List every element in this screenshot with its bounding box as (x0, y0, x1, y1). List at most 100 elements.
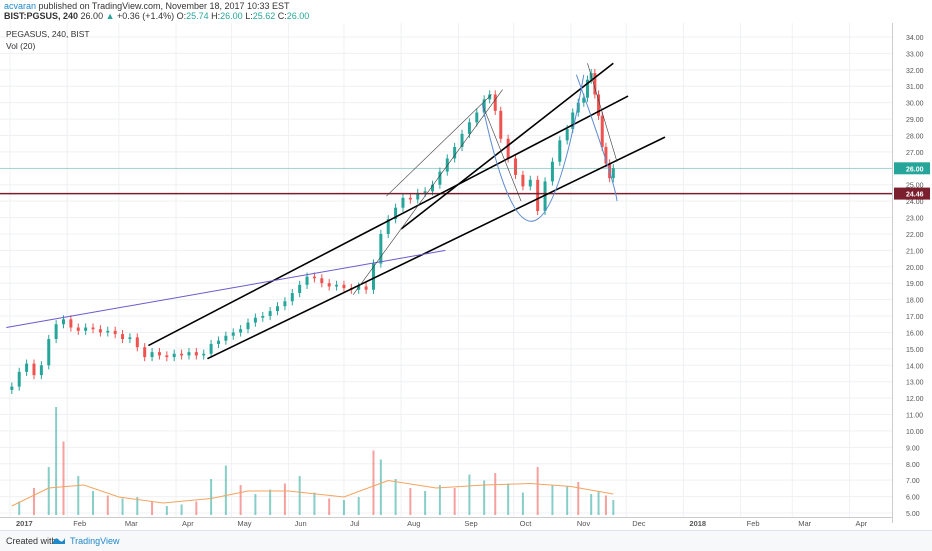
volume-bar (468, 474, 471, 515)
volume-bar (92, 491, 95, 515)
candle-body (194, 352, 198, 356)
candle-body (320, 278, 324, 284)
time-tick-label: Oct (520, 519, 533, 528)
price-tick-label: 30.00 (906, 101, 924, 108)
volume-bar (394, 479, 397, 515)
candle-body (283, 301, 287, 307)
candle-body (25, 363, 29, 372)
volume-bar (453, 488, 456, 515)
price-chart[interactable]: 5.00 6.00 7.00 8.00 9.00 10.00 11.00 12.00 13.00… (0, 23, 932, 530)
candle-body (528, 179, 532, 187)
chart-area[interactable]: 5.00 6.00 7.00 8.00 9.00 10.00 11.00 12.00 13.00… (0, 23, 932, 530)
price-tick-label: 23.00 (906, 216, 924, 223)
volume-bar (612, 500, 615, 515)
candle-body (571, 112, 575, 129)
volume-bar (77, 476, 80, 515)
price-tick-label: 12.00 (906, 396, 924, 403)
symbol-label: BIST:PGSUS, 240 (4, 11, 79, 21)
candle-body (32, 363, 36, 376)
price-tick-label: 32.00 (906, 68, 924, 75)
volume-bar (536, 467, 539, 515)
candle-body (467, 122, 471, 134)
candle-body (135, 337, 139, 348)
candle-body (76, 327, 80, 331)
candle-body (585, 79, 589, 98)
trend-line (207, 136, 666, 360)
price-axis[interactable]: 5.00 6.00 7.00 8.00 9.00 10.00 11.00 12.00 13.00… (892, 23, 931, 523)
candle-body (312, 276, 316, 279)
price-tick-label: 28.00 (906, 133, 924, 140)
candle-body (180, 353, 184, 356)
candle-body (565, 128, 569, 141)
price-tick-label: 34.00 (906, 35, 924, 42)
time-tick-label: 2017 (16, 519, 33, 528)
candle-body (335, 284, 339, 287)
volume-bar (313, 492, 316, 515)
volume-bar (424, 491, 427, 515)
candle-body (172, 353, 176, 358)
candle-body (550, 161, 554, 182)
volume-bar (298, 476, 301, 515)
candle-body (261, 316, 265, 318)
candle-body (558, 140, 562, 162)
price-tick-label: 14.00 (906, 363, 924, 370)
volume-bar (254, 494, 257, 515)
volume-bar (136, 497, 139, 515)
volume-bar (357, 497, 360, 515)
time-tick-label: Mar (798, 519, 811, 528)
price-tick-label: 29.00 (906, 117, 924, 124)
candle-body (576, 102, 580, 113)
high-label: H: (211, 11, 221, 21)
time-tick-label: Dec (632, 519, 646, 528)
volume-bar (210, 479, 213, 515)
price-tick-label: 20.00 (906, 265, 924, 272)
last-price-badge (894, 162, 930, 175)
candle-body (305, 276, 309, 285)
candle-body (475, 112, 479, 123)
trend-line (148, 95, 629, 347)
level-price-badge (894, 187, 930, 200)
price-tick-label: 7.00 (906, 478, 920, 485)
candle-body (600, 115, 604, 147)
candle-body (143, 347, 147, 358)
open-label: O: (176, 11, 187, 21)
candle-body (150, 352, 154, 358)
candle-body (582, 97, 586, 103)
price-tick-label: 15.00 (906, 347, 924, 354)
candle-body (39, 365, 43, 376)
volume-bar (483, 480, 486, 515)
drawings[interactable] (0, 62, 892, 360)
candle-body (290, 293, 294, 302)
time-tick-label: Aug (407, 519, 420, 528)
last-price: 26.00 (80, 11, 104, 21)
price-tick-label: 11.00 (906, 413, 923, 420)
candle-body (506, 138, 510, 159)
candle-body (239, 329, 243, 333)
price-tick-label: 22.00 (906, 232, 924, 239)
time-tick-label: Nov (577, 519, 591, 528)
candle-body (460, 133, 464, 147)
close-value: 26.00 (286, 11, 310, 21)
candle-body (394, 207, 398, 220)
candle-body (84, 327, 88, 331)
price-tick-label: 33.00 (906, 51, 924, 58)
candle-body (536, 179, 540, 211)
price-tick-label: 10.00 (906, 429, 924, 436)
footer: Created with TradingView (0, 530, 932, 551)
candle-body (386, 219, 390, 234)
open-value: 25.74 (186, 11, 209, 21)
price-tick-label: 13.00 (906, 380, 924, 387)
legend-volume: Vol (20) (6, 41, 35, 51)
time-axis[interactable]: 2017 Feb Mar Apr May Jun Jul Aug Sep Oct Nov Dec 201… (0, 517, 892, 529)
volume-bar (551, 485, 554, 515)
candle-body (268, 311, 272, 317)
volume-bar (269, 489, 272, 515)
author-link[interactable]: acvaran (4, 1, 37, 11)
candle-body (357, 286, 361, 290)
tradingview-link[interactable]: TradingView (70, 536, 120, 546)
price-tick-label: 5.00 (906, 511, 920, 518)
trend-line (482, 104, 522, 202)
volume-bar (577, 482, 580, 515)
volume-bar (195, 501, 198, 515)
arc-pattern (481, 74, 585, 222)
